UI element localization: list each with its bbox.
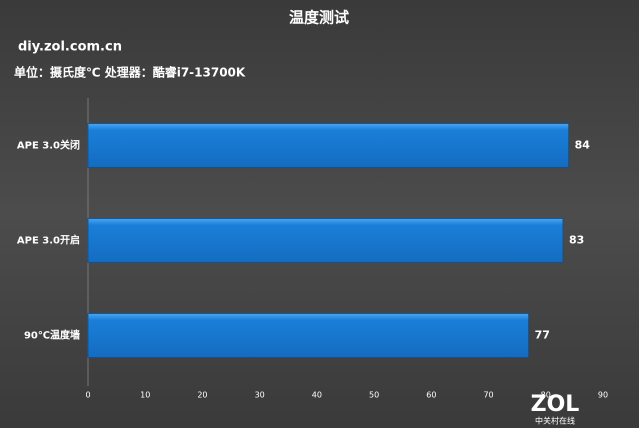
x-tick-label: 90 — [598, 391, 608, 400]
x-tick-label: 20 — [197, 391, 207, 400]
y-tick-label: APE 3.0开启 — [17, 234, 80, 247]
bar — [87, 313, 530, 358]
watermark-logo: ZOL — [531, 392, 580, 417]
bar — [87, 123, 570, 168]
subtitle: diy.zol.com.cn — [18, 40, 122, 55]
x-tick-label: 70 — [483, 391, 493, 400]
x-tick-label: 0 — [85, 391, 90, 400]
watermark-text: 中关村在线 — [535, 416, 575, 426]
x-tick-label: 50 — [369, 391, 379, 400]
x-tick-label: 80 — [541, 391, 551, 400]
y-tick-label: APE 3.0关闭 — [17, 139, 80, 152]
x-tick-label: 30 — [255, 391, 265, 400]
y-tick-label: 90℃温度墙 — [24, 329, 80, 342]
x-tick-label: 40 — [312, 391, 322, 400]
x-tick-label: 60 — [426, 391, 436, 400]
x-tick-label: 10 — [140, 391, 150, 400]
value-label: 83 — [569, 234, 584, 247]
value-label: 84 — [575, 139, 591, 152]
value-label: 77 — [535, 329, 550, 342]
note: 单位：摄氏度℃ 处理器：酷睿i7-13700K — [14, 65, 246, 80]
bar — [87, 218, 564, 263]
chart-title: 温度测试 — [289, 9, 349, 27]
